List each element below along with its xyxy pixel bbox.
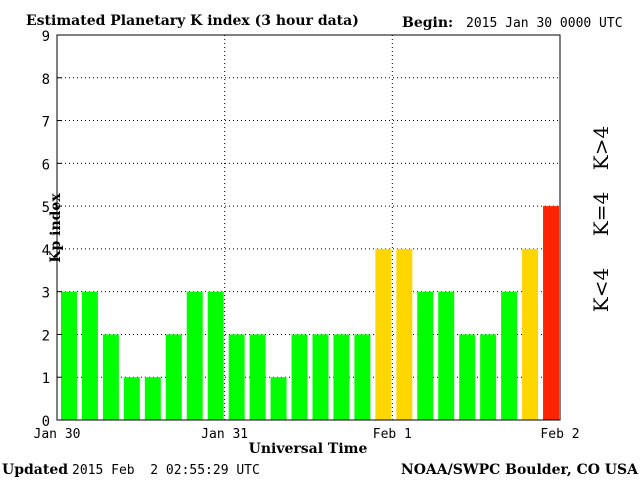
kp-bar — [522, 248, 539, 420]
y-tick-label: 4 — [42, 243, 50, 259]
grid — [57, 35, 560, 420]
kp-bar — [438, 291, 455, 420]
kp-bar — [333, 334, 350, 420]
kp-bar — [354, 334, 371, 420]
kp-bar — [144, 377, 161, 420]
kp-bar — [417, 291, 434, 420]
x-tick-labels: Jan 30 Jan 31 Feb 1 Feb 2 — [34, 427, 580, 442]
chart-title: Estimated Planetary K index (3 hour data… — [26, 13, 359, 29]
legend-high: K>4 — [589, 126, 613, 170]
updated-label: Updated — [2, 462, 68, 478]
x-tick-label: Jan 31 — [201, 427, 248, 442]
y-tick-label: 1 — [42, 371, 50, 387]
kp-bar — [480, 334, 497, 420]
kp-bar — [61, 291, 77, 420]
kp-bar — [207, 291, 224, 420]
kp-bar — [81, 291, 98, 420]
kp-bar — [249, 334, 266, 420]
y-tick-label: 7 — [42, 115, 50, 131]
kp-bar — [291, 334, 308, 420]
kp-bar — [186, 291, 203, 420]
kp-bar — [375, 248, 392, 420]
y-axis-label: Kp index — [48, 193, 64, 263]
updated-value: 2015 Feb 2 02:55:29 UTC — [72, 463, 260, 478]
x-tick-label: Feb 2 — [540, 427, 579, 442]
kp-bar — [312, 334, 329, 420]
kp-bar — [123, 377, 140, 420]
kp-bar — [165, 334, 182, 420]
kp-bar — [543, 206, 559, 420]
x-tick-label: Jan 30 — [34, 427, 81, 442]
kp-bar — [396, 248, 413, 420]
y-tick-label: 2 — [42, 328, 50, 344]
y-tick-label: 5 — [42, 200, 50, 216]
source-credit: NOAA/SWPC Boulder, CO USA — [401, 462, 639, 478]
y-tick-label: 9 — [42, 29, 50, 45]
legend-mid: K=4 — [589, 192, 613, 236]
begin-label: Begin: — [402, 15, 453, 31]
y-tick-label: 6 — [42, 157, 50, 173]
y-tick-label: 8 — [42, 72, 50, 88]
kp-bar — [459, 334, 476, 420]
y-tick-label: 0 — [42, 414, 50, 430]
x-tick-label: Feb 1 — [373, 427, 412, 442]
legend-low: K<4 — [589, 268, 613, 312]
begin-value: 2015 Jan 30 0000 UTC — [466, 16, 623, 31]
kp-bar — [102, 334, 119, 420]
plot-frame — [56, 34, 561, 421]
kp-bar — [228, 334, 245, 420]
y-tick-labels: 0 1 2 3 4 5 6 7 8 9 — [42, 29, 62, 430]
kp-bar — [270, 377, 287, 420]
x-axis-label: Universal Time — [249, 441, 368, 457]
y-tick-label: 3 — [42, 286, 50, 302]
bars — [61, 206, 559, 420]
kp-bar — [501, 291, 518, 420]
